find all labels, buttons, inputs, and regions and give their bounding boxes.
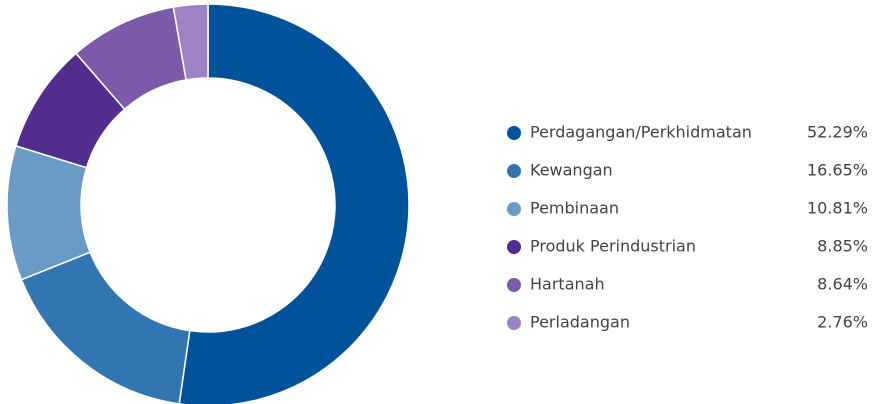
legend-label: Hartanah xyxy=(530,275,605,294)
legend-marker xyxy=(507,240,521,254)
donut-segment xyxy=(20,251,191,404)
legend-marker xyxy=(507,202,521,216)
value-label: 16.65% xyxy=(807,161,868,180)
legend-label: Perladangan xyxy=(530,313,630,332)
value-label: 8.64% xyxy=(817,275,868,294)
legend-label: Perdagangan/Perkhidmatan xyxy=(530,123,752,142)
legend-label: Produk Perindustrian xyxy=(530,237,696,256)
legend-marker xyxy=(507,126,521,140)
legend-marker xyxy=(507,316,521,330)
value-label: 8.85% xyxy=(817,237,868,256)
value-label: 2.76% xyxy=(817,313,868,332)
donut-segment xyxy=(178,3,410,404)
value-label: 52.29% xyxy=(807,123,868,142)
legend-label: Pembinaan xyxy=(530,199,619,218)
legend-marker xyxy=(507,278,521,292)
legend-marker xyxy=(507,164,521,178)
donut-segment xyxy=(172,3,209,81)
legend-label: Kewangan xyxy=(530,161,613,180)
value-label: 10.81% xyxy=(807,199,868,218)
